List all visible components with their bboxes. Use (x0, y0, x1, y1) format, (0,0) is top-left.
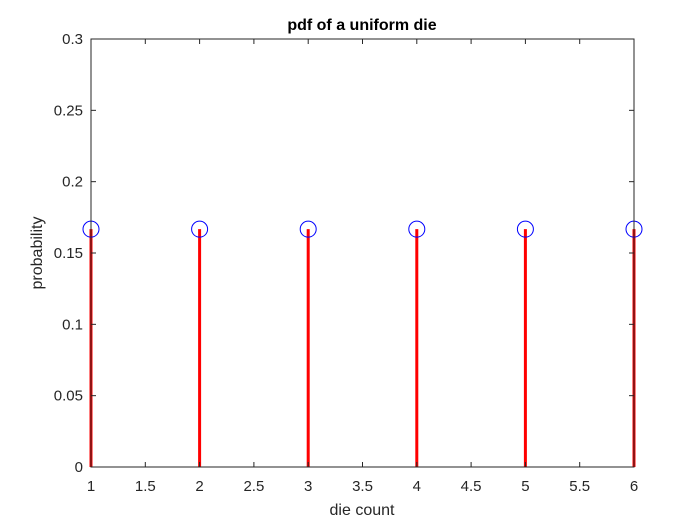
x-tick-label: 3.5 (352, 478, 373, 495)
x-tick-label: 3 (304, 478, 312, 495)
x-tick-label: 5 (521, 478, 529, 495)
y-tick-label: 0.1 (62, 316, 83, 333)
y-ticks-group: 0 0.05 0.1 0.15 0.2 0.25 0.3 (54, 31, 634, 476)
x-ticks-group: 1 1.5 2 2.5 3 3.5 4 4.5 5 5.5 6 (87, 39, 638, 495)
stem-marker (299, 220, 317, 238)
x-tick-label: 2.5 (243, 478, 264, 495)
y-tick-label: 0.25 (54, 102, 83, 119)
chart-title: pdf of a uniform die (287, 17, 436, 34)
stem-marker (191, 220, 209, 238)
x-tick-label: 1.5 (135, 478, 156, 495)
plot-area (91, 39, 634, 467)
x-tick-label: 1 (87, 478, 95, 495)
stem-marker (516, 220, 534, 238)
y-tick-label: 0.3 (62, 31, 83, 48)
y-tick-label: 0.2 (62, 174, 83, 191)
x-axis-label: die count (330, 502, 395, 519)
x-tick-label: 4 (413, 478, 421, 495)
stem-marker (408, 220, 426, 238)
x-tick-label: 2 (195, 478, 203, 495)
y-axis-label: probability (29, 217, 46, 290)
y-tick-label: 0 (75, 459, 83, 476)
x-tick-label: 4.5 (461, 478, 482, 495)
y-tick-label: 0.05 (54, 388, 83, 405)
x-tick-label: 5.5 (569, 478, 590, 495)
x-tick-label: 6 (630, 478, 638, 495)
y-tick-label: 0.15 (54, 245, 83, 262)
